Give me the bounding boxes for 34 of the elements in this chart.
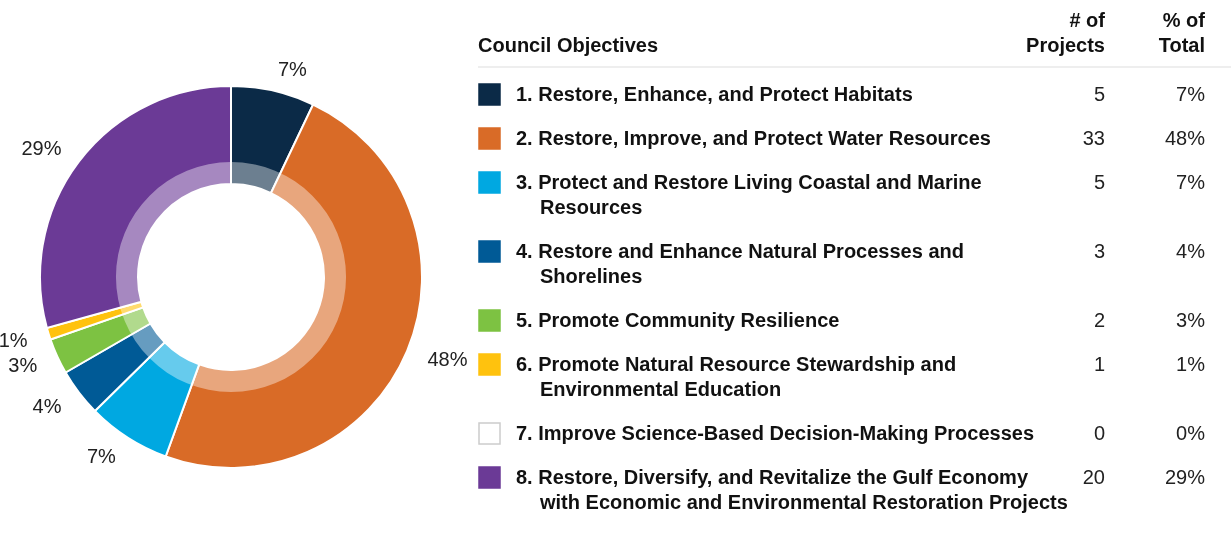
- text: 4%: [1176, 240, 1205, 262]
- text: 1: [1093, 353, 1105, 375]
- text: 33: [1082, 127, 1105, 149]
- text: 3: [1093, 240, 1105, 262]
- legend-label: 4. Restore and Enhance Natural Processes and Shorelines: [516, 240, 964, 287]
- text: # of Projects: [1026, 9, 1106, 56]
- text: 20: [1082, 466, 1105, 488]
- text: 29%: [1164, 466, 1205, 488]
- legend-label: 1. Restore, Enhance, and Protect Habitats: [516, 83, 913, 105]
- text: 48%: [1164, 127, 1205, 149]
- data-label: 7%: [277, 58, 308, 81]
- data-label: 3%: [8, 354, 38, 377]
- text: 7%: [1176, 83, 1205, 105]
- legend-label: 6. Promote Natural Resource Stewardship and Environmental Education: [516, 353, 957, 400]
- legend-label: 2. Restore, Improve, and Protect Water Resources: [516, 127, 991, 149]
- data-label: 48%: [427, 348, 468, 371]
- legend-label: 7. Improve Science-Based Decision-Making Processes: [516, 422, 1034, 444]
- text: % of Total: [1158, 9, 1206, 56]
- text: 5: [1093, 171, 1105, 193]
- legend-label: 5. Promote Community Resilience: [516, 309, 840, 331]
- text: 0: [1093, 422, 1105, 444]
- text: 2: [1093, 309, 1105, 331]
- data-label: 29%: [21, 137, 62, 160]
- text: 7%: [1176, 171, 1205, 193]
- data-label: 1%: [0, 329, 28, 352]
- text: 5: [1093, 83, 1105, 105]
- text: 0%: [1176, 422, 1205, 444]
- text: 3%: [1176, 309, 1205, 331]
- data-label: 4%: [32, 394, 62, 417]
- data-label: 7%: [86, 445, 117, 468]
- text: 1%: [1176, 353, 1205, 375]
- legend-label: 3. Protect and Restore Living Coastal and Marine Resources: [516, 171, 982, 218]
- legend-title: Council Objectives: [478, 34, 659, 56]
- legend-label: 8. Restore, Diversify, and Revitalize the Gulf Economy with Economic and Environmental Restoration Projects: [516, 466, 1068, 513]
